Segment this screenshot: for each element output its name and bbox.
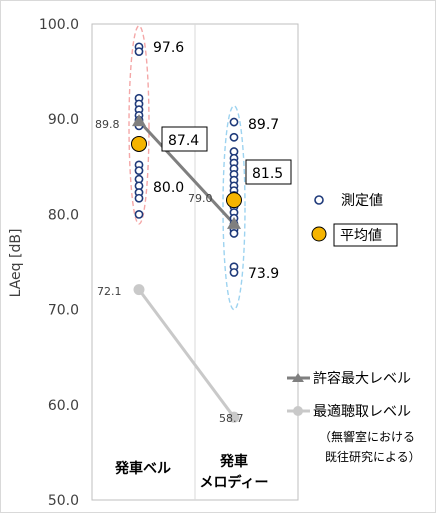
measured-point [229,132,239,142]
range-ellipse-melody [222,105,246,311]
series-lines [137,120,236,419]
y-axis: 100.0 90.0 80.0 70.0 60.0 50.0 [39,17,79,509]
legend-optimal-note-line2: 既往研究による） [325,449,421,464]
label-bell-allowed: 89.8 [95,118,120,131]
mean-marker [131,135,147,152]
legend-mean-box [333,223,398,247]
legend: 測定値 平均値 許容最大レベル 最適聴取レベル （無響室における 既往研究による… [287,193,421,464]
measured-point [134,166,144,176]
category-label-melody-line2: メロディー [199,474,268,491]
measured-point [229,268,239,277]
y-tick-label: 80.0 [48,207,79,223]
label-bell-mean: 87.4 [168,133,199,149]
label-melody-allowed: 79.0 [188,192,213,205]
legend-mean-marker [311,226,327,242]
y-tick-label: 70.0 [48,303,79,319]
annotations: 97.6 80.0 89.7 73.9 87.4 81.5 89.8 79.0 … [95,40,292,425]
label-melody-max: 89.7 [248,117,279,133]
label-melody-min: 73.9 [248,266,279,282]
range-ellipses [128,25,246,311]
legend-measured-marker [314,195,324,205]
category-label-melody-line1: 発車 [219,453,248,470]
label-bell-max: 97.6 [153,40,184,56]
y-tick-label: 60.0 [48,398,79,414]
measured-point [134,209,144,219]
label-bell-optimal: 72.1 [97,285,122,298]
optimal-level-marker [228,411,240,423]
legend-optimal-marker [293,406,303,416]
mean-label-box-melody [245,159,292,185]
label-bell-min: 80.0 [153,180,184,196]
allowed-max-line [137,120,236,225]
category-label-bell: 発車ベル [114,460,171,477]
mean-marker [226,192,242,209]
allowed-max-marker [227,216,241,229]
label-melody-mean: 81.5 [252,166,283,182]
y-axis-label: LAeq [dB] [8,229,24,298]
mean-label-box-bell [161,126,208,152]
legend-measured-label: 測定値 [341,193,383,209]
series-markers [131,114,242,423]
label-melody-optimal: 58.7 [219,412,244,425]
measured-point [134,47,144,57]
allowed-max-marker [132,114,146,127]
measured-point [229,229,239,238]
legend-optimal-label: 最適聴取レベル [313,403,411,420]
legend-allowed-marker [292,373,304,382]
y-tick-label: 90.0 [48,112,79,128]
legend-optimal-note-line1: （無響室における [319,429,415,444]
optimal-level-marker [133,284,145,296]
y-tick-label: 50.0 [48,493,79,509]
measured-point [134,193,144,203]
optimal-level-line [137,288,236,419]
measured-point [229,117,239,127]
y-tick-label: 100.0 [39,17,79,33]
legend-allowed-label: 許容最大レベル [313,370,411,387]
legend-mean-label: 平均値 [340,228,382,244]
range-ellipse-bell [128,25,150,225]
